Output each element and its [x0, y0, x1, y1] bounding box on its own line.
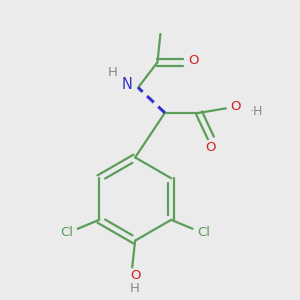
Text: Cl: Cl [197, 226, 210, 239]
Text: O: O [206, 140, 216, 154]
Text: Cl: Cl [60, 226, 73, 239]
Text: O: O [130, 269, 140, 282]
Text: H: H [130, 282, 140, 295]
Text: H: H [108, 66, 118, 79]
Text: ·H: ·H [250, 106, 263, 118]
Text: N: N [122, 76, 132, 92]
Text: O: O [230, 100, 241, 113]
Text: O: O [188, 54, 198, 67]
